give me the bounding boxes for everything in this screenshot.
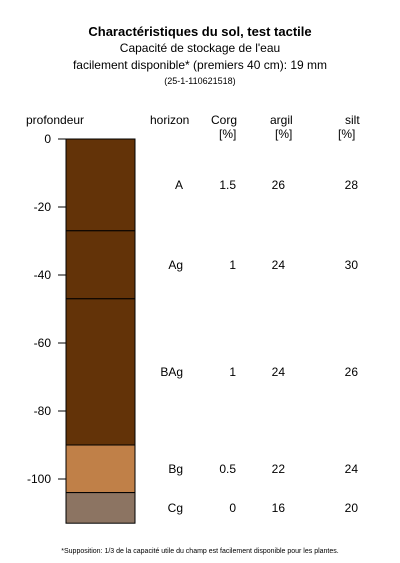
- y-tick-label: 0: [44, 132, 51, 146]
- horizon-label: Ag: [168, 258, 183, 272]
- silt-value: 28: [345, 178, 359, 192]
- corg-unit: [%]: [219, 127, 237, 141]
- sample-id: (25-1-110621518): [164, 76, 236, 86]
- chart-subtitle-available: facilement disponible* (premiers 40 cm):…: [72, 58, 328, 72]
- clay-header: argil: [270, 113, 293, 127]
- clay-unit: [%]: [275, 127, 293, 141]
- y-tick-label: -20: [34, 200, 52, 214]
- silt-value: 20: [345, 501, 359, 515]
- corg-value: 1: [229, 365, 236, 379]
- clay-value: 24: [272, 365, 286, 379]
- y-tick-label: -60: [34, 336, 52, 350]
- corg-header: Corg: [211, 113, 238, 127]
- horizon-label: Cg: [168, 501, 183, 515]
- soil-layer: [65, 138, 136, 232]
- horizon-label: Bg: [168, 462, 183, 476]
- clay-value: 24: [272, 258, 286, 272]
- chart-subtitle-storage: Capacité de stockage de l'eau: [119, 41, 281, 55]
- silt-value: 24: [345, 462, 359, 476]
- silt-header: silt: [345, 113, 360, 127]
- clay-value: 22: [272, 462, 286, 476]
- silt-unit: [%]: [338, 127, 356, 141]
- horizon-header: horizon: [150, 113, 190, 127]
- clay-value: 16: [272, 501, 286, 515]
- soil-layer: [65, 298, 136, 446]
- y-tick-label: -40: [34, 268, 52, 282]
- corg-value: 1: [229, 258, 236, 272]
- silt-value: 26: [345, 365, 359, 379]
- soil-layer: [65, 492, 136, 524]
- y-tick-label: -100: [27, 472, 51, 486]
- depth-header: profondeur: [26, 113, 85, 127]
- horizon-label: A: [175, 178, 183, 192]
- corg-value: 0.5: [219, 462, 236, 476]
- corg-value: 1.5: [219, 178, 236, 192]
- y-tick-label: -80: [34, 404, 52, 418]
- clay-value: 26: [272, 178, 286, 192]
- corg-value: 0: [229, 501, 236, 515]
- horizon-label: BAg: [160, 365, 183, 379]
- footnote: *Supposition: 1/3 de la capacité utile d…: [61, 548, 339, 555]
- chart-title: Charactéristiques du sol, test tactile: [88, 24, 312, 39]
- soil-layer: [65, 230, 136, 300]
- silt-value: 30: [345, 258, 359, 272]
- soil-layer: [65, 444, 136, 494]
